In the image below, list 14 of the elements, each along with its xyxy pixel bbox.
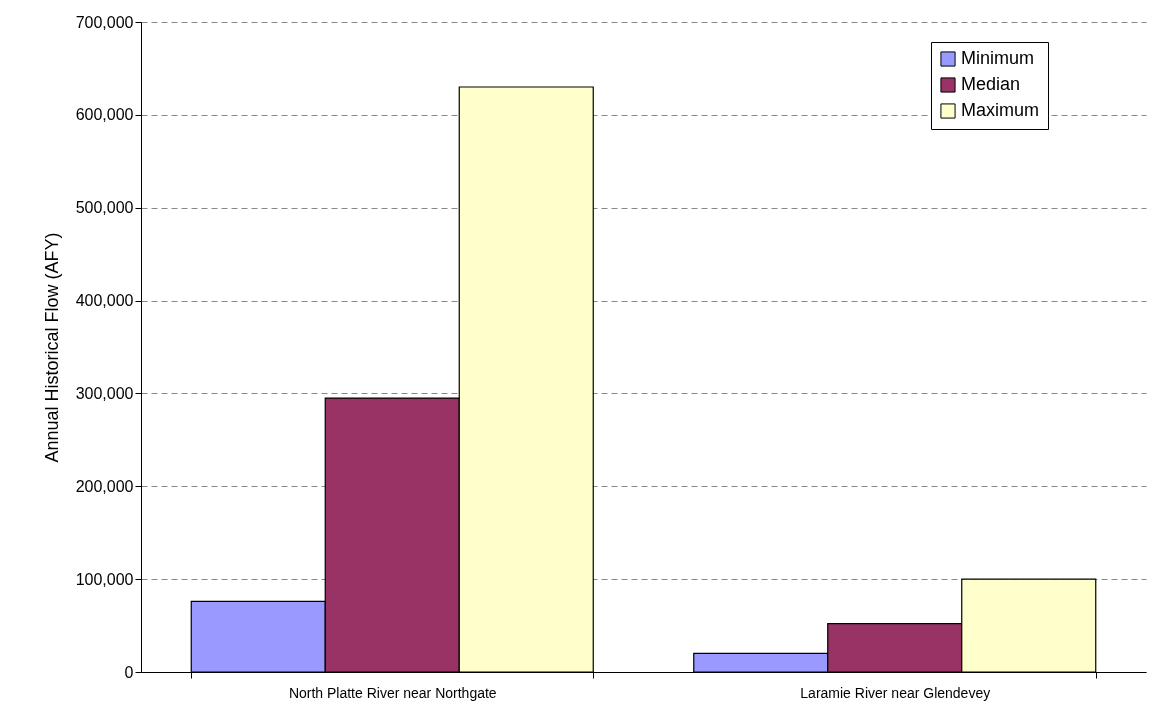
legend-label: Median bbox=[961, 74, 1021, 94]
y-tick-label: 500,000 bbox=[75, 199, 134, 217]
y-tick-label: 400,000 bbox=[75, 292, 134, 310]
y-tick-label: 300,000 bbox=[75, 384, 134, 402]
y-tick-label: 600,000 bbox=[75, 106, 134, 124]
y-tick-label: 100,000 bbox=[75, 570, 134, 588]
y-tick-label: 700,000 bbox=[75, 13, 134, 31]
legend-label: Minimum bbox=[961, 48, 1035, 68]
y-tick-label: 200,000 bbox=[75, 477, 134, 495]
x-tick-label: Laramie River near Glendevey bbox=[800, 684, 991, 701]
legend-label: Maximum bbox=[961, 100, 1040, 120]
y-axis-title: Annual Historical Flow (AFY) bbox=[41, 232, 62, 463]
x-tick-label: North Platte River near Northgate bbox=[288, 684, 497, 701]
y-tick-label: 0 bbox=[124, 663, 134, 681]
